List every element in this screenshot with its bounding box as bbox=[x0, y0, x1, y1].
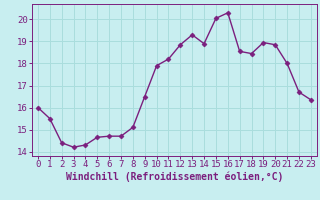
X-axis label: Windchill (Refroidissement éolien,°C): Windchill (Refroidissement éolien,°C) bbox=[66, 172, 283, 182]
